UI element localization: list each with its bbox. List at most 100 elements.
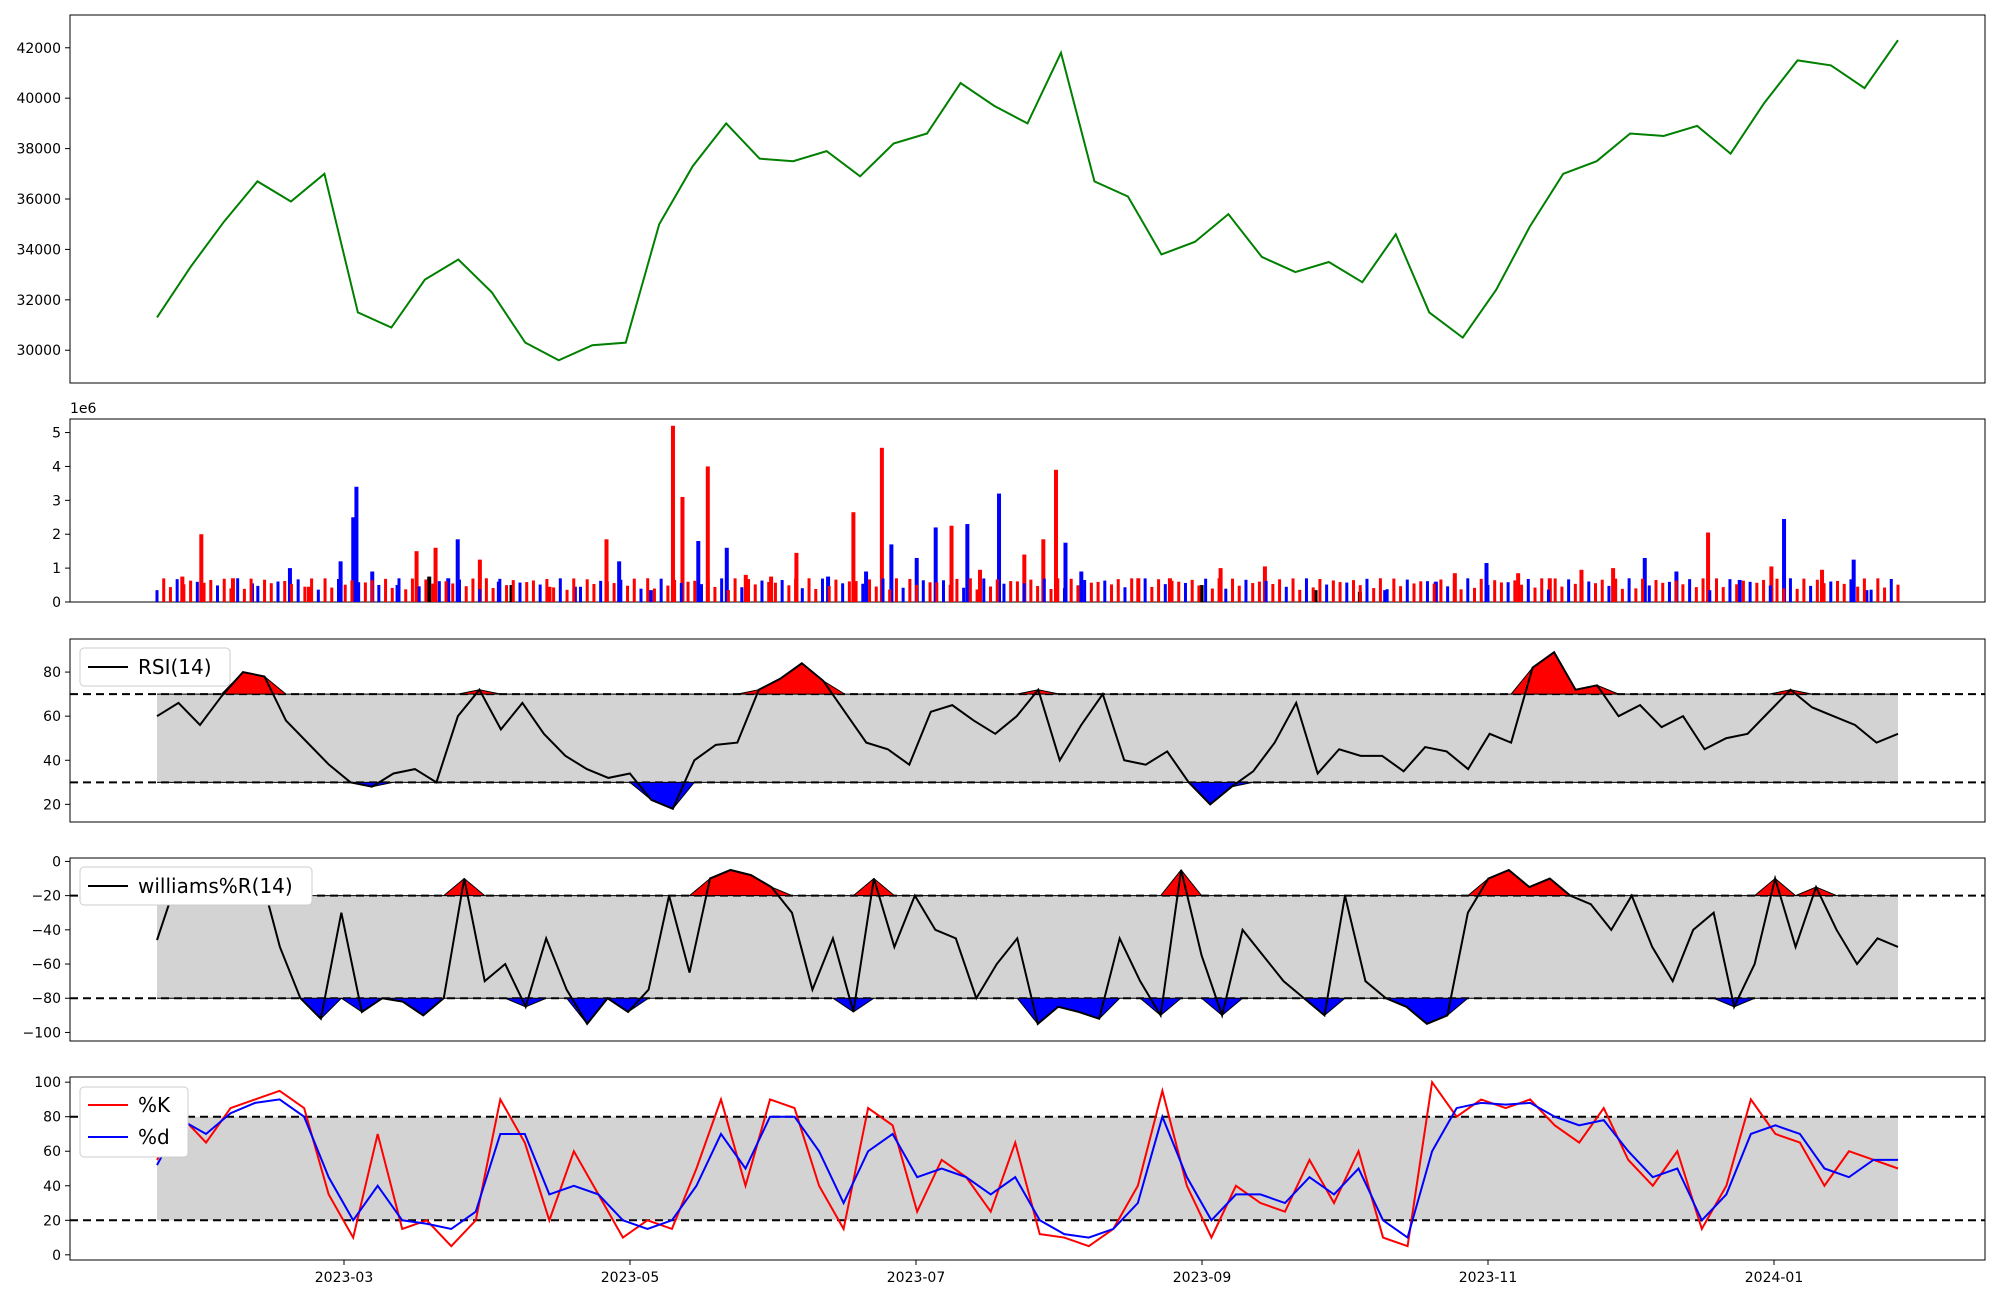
volume-bar <box>1284 586 1288 602</box>
volume-bar <box>881 578 885 602</box>
volume-bar <box>1345 582 1349 602</box>
volume-bar <box>1177 581 1181 602</box>
x-tick-label: 2023-05 <box>601 1270 660 1286</box>
volume-bar <box>632 578 636 602</box>
volume-bar <box>619 579 623 602</box>
volume-bar <box>1069 578 1073 602</box>
volume-bar <box>1587 581 1591 602</box>
volume-bar <box>1459 589 1463 602</box>
volume-bar <box>1251 583 1255 602</box>
volume-bar <box>1809 585 1813 602</box>
volume-bar <box>1218 568 1223 602</box>
volume-bar <box>289 583 293 602</box>
volume-bar <box>1338 582 1342 602</box>
y-tick-label: 5 <box>52 426 61 442</box>
volume-bar <box>1136 589 1140 602</box>
legend: RSI(14) <box>79 647 231 687</box>
volume-bar <box>306 586 311 602</box>
x-tick-label: 2023-07 <box>887 1270 946 1286</box>
volume-bar <box>310 578 314 602</box>
volume-bar <box>1706 532 1711 602</box>
volume-bar <box>1533 587 1537 602</box>
volume-bar <box>1412 583 1416 602</box>
volume-bar <box>599 580 603 602</box>
axes-frame <box>69 14 1986 384</box>
volume-bar <box>915 584 919 602</box>
legend: williams%R(14) <box>79 866 313 906</box>
volume-bar <box>975 589 979 602</box>
volume-bar <box>652 588 656 602</box>
volume-bar <box>861 583 865 602</box>
volume-bar <box>424 579 428 602</box>
y-tick-label: 38000 <box>16 142 61 158</box>
volume-bar <box>1782 518 1787 602</box>
volume-bar <box>236 578 240 602</box>
y-tick-label: −20 <box>31 889 61 905</box>
volume-bar <box>1611 568 1616 602</box>
volume-bar <box>1486 584 1490 602</box>
volume-bar <box>1053 469 1058 602</box>
volume-bar <box>888 589 892 602</box>
volume-bar <box>222 578 226 602</box>
volume-bar <box>1466 578 1470 602</box>
volume-bar <box>1484 563 1489 602</box>
volume-bar <box>1737 579 1742 602</box>
volume-bar <box>1580 580 1584 602</box>
volume-bar <box>997 493 1002 602</box>
volume-bar <box>1851 559 1856 602</box>
volume-bar <box>565 589 569 602</box>
volume-bar <box>511 580 515 602</box>
volume-bar <box>1029 579 1033 602</box>
volume-bar <box>769 576 774 602</box>
volume-bar <box>1015 581 1019 602</box>
volume-bar <box>1365 578 1369 602</box>
volume-bar <box>889 544 894 602</box>
volume-bar <box>604 539 609 602</box>
y-tick-label: −100 <box>23 1025 61 1041</box>
volume-bar <box>283 580 287 602</box>
volume-bar <box>1674 580 1678 602</box>
volume-bar <box>1708 590 1712 602</box>
volume-bar <box>1318 579 1322 602</box>
volume-bar <box>1836 580 1840 602</box>
volume-bar <box>978 569 983 602</box>
volume-bar <box>276 581 280 602</box>
volume-bar <box>1036 586 1040 602</box>
volume-bar <box>955 578 959 602</box>
overbought-fill <box>155 869 1898 897</box>
y-tick-label: 1 <box>52 561 61 577</box>
volume-bar <box>1667 581 1671 602</box>
volume-bar <box>471 578 475 602</box>
volume-bar <box>1419 581 1423 602</box>
volume-bar <box>928 582 932 602</box>
volume-bar <box>724 547 729 602</box>
volume-bar <box>1089 582 1093 602</box>
y-tick-label: 40000 <box>16 91 61 107</box>
volume-bar <box>1002 583 1006 602</box>
volume-bar <box>679 582 683 602</box>
volume-bar <box>743 574 748 602</box>
volume-bar <box>410 578 414 602</box>
volume-bar <box>397 578 401 602</box>
volume-bar <box>427 576 432 602</box>
volume-bar <box>1573 583 1577 602</box>
volume-bar <box>1499 582 1503 602</box>
volume-bar <box>155 590 159 602</box>
axes-frame <box>69 857 1986 1042</box>
volume-bar <box>1560 586 1564 602</box>
volume-bar <box>451 583 455 602</box>
volume-bar <box>1190 579 1194 602</box>
y-tick-label: 4 <box>52 459 61 475</box>
volume-bar <box>1661 582 1665 602</box>
volume-bar <box>760 580 764 602</box>
volume-bar <box>1634 588 1638 602</box>
volume-bar <box>1042 578 1046 602</box>
volume-bar <box>794 552 799 602</box>
legend-label-d: %d <box>138 1125 170 1149</box>
volume-bar <box>605 581 609 602</box>
y-tick-label: 34000 <box>16 242 61 258</box>
volume-bar <box>1768 585 1772 602</box>
volume-bar <box>1022 583 1026 602</box>
volume-bar <box>1271 584 1275 602</box>
